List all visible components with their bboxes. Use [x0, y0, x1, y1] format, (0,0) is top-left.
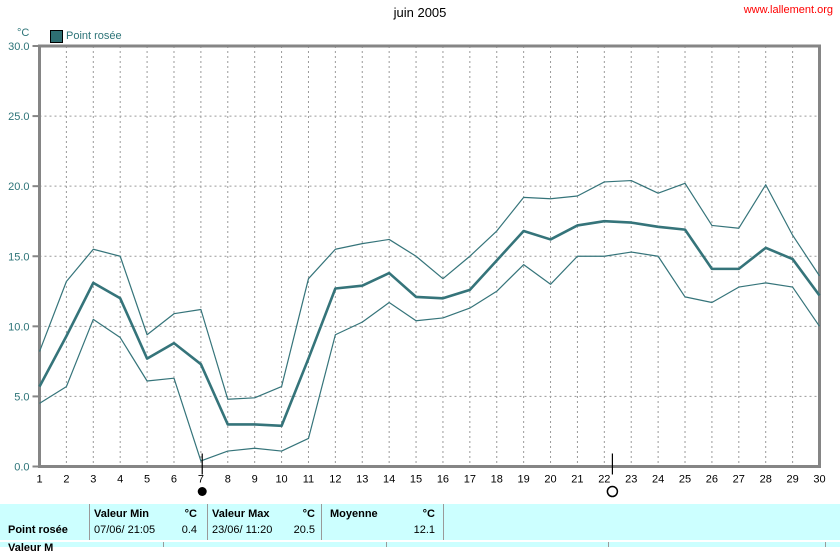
col-header-moyenne: Moyenne	[330, 508, 378, 520]
svg-text:18: 18	[491, 474, 503, 486]
svg-text:16: 16	[437, 474, 449, 486]
table-next-row-fragment: Valeur M	[8, 542, 54, 554]
min-value: 0.4	[181, 524, 197, 536]
svg-text:22: 22	[598, 474, 610, 486]
table-divider	[207, 504, 208, 540]
svg-text:4: 4	[117, 474, 123, 486]
svg-text:25.0: 25.0	[8, 111, 29, 123]
website-watermark: www.lallement.org	[743, 4, 833, 16]
table-divider	[321, 504, 322, 540]
svg-text:17: 17	[464, 474, 476, 486]
dewpoint-chart: 0.05.010.015.020.025.030.01 2 3 4 5 6 7 8 9 10 11 1…	[8, 41, 826, 498]
col-header-valeur-max: Valeur Max	[212, 508, 270, 520]
svg-text:30.0: 30.0	[8, 41, 29, 53]
svg-text:27: 27	[733, 474, 745, 486]
moyenne-value: 12.1	[413, 524, 435, 536]
min-datetime: 07/06/ 21:05	[94, 524, 156, 536]
page-title: juin 2005	[393, 5, 447, 20]
svg-text:11: 11	[303, 474, 314, 486]
table-divider	[89, 504, 90, 540]
svg-text:20.0: 20.0	[8, 181, 29, 193]
legend-label: Point rosée	[66, 30, 122, 42]
svg-text:13: 13	[356, 474, 368, 486]
svg-text:7: 7	[198, 474, 204, 486]
svg-text:15: 15	[410, 474, 422, 486]
svg-text:14: 14	[383, 474, 395, 486]
table-divider	[608, 542, 609, 547]
col-unit-min: °C	[184, 508, 197, 520]
col-unit-max: °C	[302, 508, 315, 520]
svg-text:5.0: 5.0	[14, 391, 29, 403]
svg-text:30: 30	[813, 474, 825, 486]
svg-text:20: 20	[544, 474, 556, 486]
svg-text:3: 3	[90, 474, 96, 486]
svg-text:0.0: 0.0	[14, 462, 29, 474]
svg-text:10.0: 10.0	[8, 321, 29, 333]
y-axis-unit-label: °C	[17, 27, 30, 39]
stats-table: Valeur Min °C Valeur Max °C Moyenne °C P…	[0, 504, 840, 540]
svg-text:10: 10	[275, 474, 287, 486]
svg-text:26: 26	[706, 474, 718, 486]
table-divider	[825, 542, 826, 547]
table-divider	[443, 504, 444, 540]
svg-text:2: 2	[63, 474, 69, 486]
col-unit-moyenne: °C	[422, 508, 435, 520]
col-header-valeur-min: Valeur Min	[94, 508, 150, 520]
svg-text:15.0: 15.0	[8, 251, 29, 263]
legend-swatch-icon	[50, 30, 63, 43]
row-label-point-rosee: Point rosée	[8, 524, 68, 536]
svg-text:6: 6	[171, 474, 177, 486]
svg-text:23: 23	[625, 474, 637, 486]
svg-text:5: 5	[144, 474, 150, 486]
svg-text:19: 19	[518, 474, 530, 486]
max-value: 20.5	[293, 524, 315, 536]
svg-text:12: 12	[329, 474, 341, 486]
stats-table-next-row	[0, 542, 840, 547]
svg-text:28: 28	[760, 474, 772, 486]
table-divider	[163, 542, 164, 547]
svg-text:24: 24	[652, 474, 664, 486]
svg-text:29: 29	[786, 474, 798, 486]
svg-text:8: 8	[225, 474, 231, 486]
svg-text:21: 21	[571, 474, 583, 486]
max-datetime: 23/06/ 11:20	[212, 524, 273, 536]
svg-text:9: 9	[252, 474, 258, 486]
table-divider	[386, 542, 387, 547]
svg-text:25: 25	[679, 474, 691, 486]
svg-text:1: 1	[36, 474, 42, 486]
